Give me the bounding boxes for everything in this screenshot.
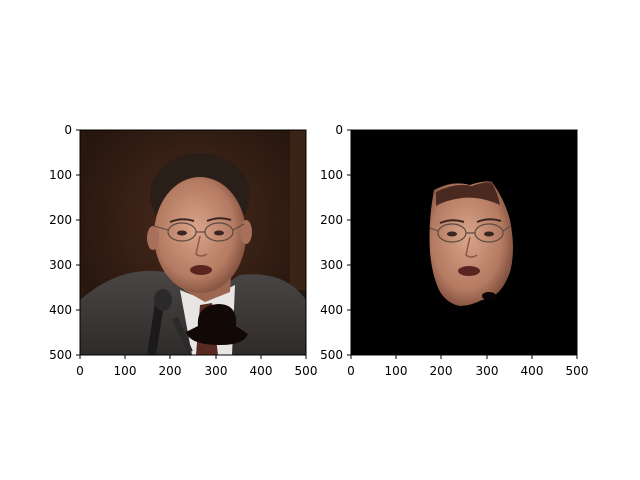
right-ytick-label: 0	[335, 123, 343, 137]
right-ytick-label: 100	[320, 168, 343, 182]
right-ytick-label: 400	[320, 303, 343, 317]
left-ytick-label: 300	[49, 258, 72, 272]
right-ytick-label: 300	[320, 258, 343, 272]
left-ytick-label: 200	[49, 213, 72, 227]
left-y-ticks: 0 100 200 300 400 500	[49, 123, 80, 362]
left-axes-frame	[79, 129, 307, 356]
left-xtick-label: 0	[76, 364, 84, 378]
left-ytick-label: 400	[49, 303, 72, 317]
left-xtick-label: 300	[205, 364, 228, 378]
left-xtick-label: 400	[250, 364, 273, 378]
original-photo	[80, 130, 306, 355]
right-xtick-label: 0	[347, 364, 355, 378]
right-xtick-label: 400	[521, 364, 544, 378]
right-x-ticks: 0 100 200 300 400 500	[347, 355, 588, 378]
left-ytick-label: 0	[64, 123, 72, 137]
left-panel: 0 100 200 300 400 500 0 100 200 300 400 …	[49, 123, 317, 378]
left-ytick-label: 500	[49, 348, 72, 362]
right-ytick-label: 200	[320, 213, 343, 227]
left-xtick-label: 500	[295, 364, 318, 378]
right-xtick-label: 300	[476, 364, 499, 378]
masked-face-photo	[351, 130, 577, 355]
right-xtick-label: 200	[430, 364, 453, 378]
right-ytick-label: 500	[320, 348, 343, 362]
right-xtick-label: 500	[566, 364, 589, 378]
left-xtick-label: 100	[114, 364, 137, 378]
left-x-ticks: 0 100 200 300 400 500	[76, 355, 317, 378]
right-axes-frame	[350, 129, 578, 356]
right-y-ticks: 0 100 200 300 400 500	[320, 123, 351, 362]
right-panel: 0 100 200 300 400 500 0 100 200 300 400 …	[320, 123, 588, 378]
right-xtick-label: 100	[385, 364, 408, 378]
left-xtick-label: 200	[159, 364, 182, 378]
left-ytick-label: 100	[49, 168, 72, 182]
